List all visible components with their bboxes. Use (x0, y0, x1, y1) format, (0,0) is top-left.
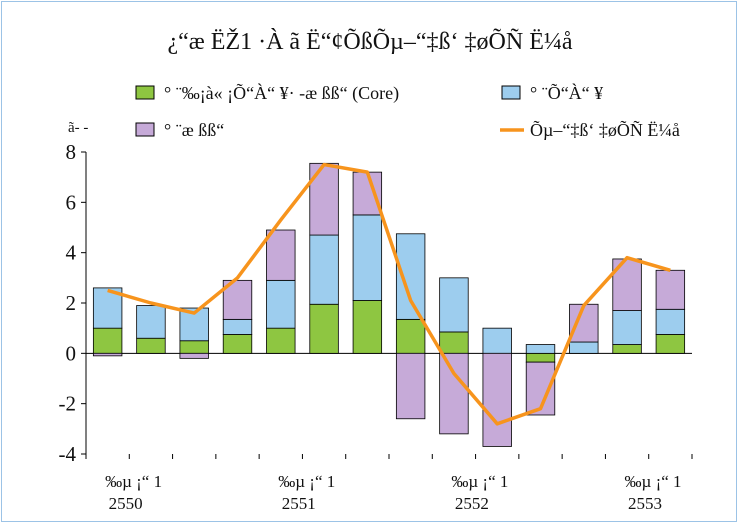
chart-title: ¿“æ ËŽ1 ·À ã Ë“¢ÕßÕµ–“‡ß‘ ‡øÕÑ Ë¼å (167, 28, 572, 55)
bar-segment (222, 318, 253, 335)
legend-label: ° ¨Õ“À“ ¥ (530, 82, 603, 103)
y-tick-label: -2 (59, 392, 77, 416)
bar-segment (136, 337, 166, 354)
legend-swatch (501, 85, 521, 100)
bar-segment (266, 327, 296, 354)
x-quarter-label: ‰µ ¡“ 1 (625, 472, 682, 491)
x-year-label: 2551 (282, 494, 316, 513)
bar-segment (309, 303, 339, 354)
bar-segment (179, 340, 209, 354)
y-tick-label: -4 (59, 442, 77, 466)
legend-label: Õµ–“‡ß‘ ‡øÕÑ Ë¼å (530, 119, 680, 140)
bar-segment (655, 334, 686, 354)
x-year-label: 2552 (455, 494, 489, 513)
bar-segment (482, 352, 512, 447)
plot-area: 8 6 4 2 0 -2 -4 ‰µ ¡“ 1 2550 ‰µ ¡“ 1 2551 ‰µ ¡“ 1 25… (59, 140, 693, 513)
bar-segment (655, 308, 686, 335)
bar-segment (266, 279, 296, 329)
legend: ° ¨‰¡à« ¡Õ“À“ ¥· -æ ßß“ (Core) ° ¨Õ“À“ ¥ °… (135, 82, 680, 140)
bar-segment (136, 305, 166, 339)
bar-segment (266, 229, 296, 281)
bar-segment (655, 269, 686, 310)
bar-segment (309, 234, 339, 305)
bar-segment (439, 331, 469, 354)
y-tick-label: 0 (66, 341, 77, 365)
bar-segment (482, 327, 512, 354)
bar-segment (309, 162, 339, 236)
x-quarter-label: ‰µ ¡“ 1 (278, 472, 335, 491)
y-tick-label: 6 (66, 190, 77, 214)
y-tick-label: 8 (66, 140, 77, 164)
bar-segment (395, 233, 426, 320)
bar-segment (352, 300, 383, 354)
legend-swatch (135, 85, 155, 100)
bar-segment (525, 344, 556, 354)
x-quarter-label: ‰µ ¡“ 1 (105, 472, 162, 491)
bar-segment (92, 327, 123, 354)
bar-segment (92, 352, 123, 357)
y-axis-unit-label: ã- - (68, 120, 88, 136)
bar-segment (525, 352, 556, 363)
legend-label: ° ¨æ ßß“ (164, 120, 224, 140)
bar-segment (395, 352, 426, 420)
bar-segment (179, 352, 209, 359)
bar-segment (395, 318, 426, 354)
bar-segment (569, 303, 599, 343)
x-year-label: 2550 (109, 494, 143, 513)
bar-segment (569, 341, 599, 354)
bar-segment (439, 352, 469, 435)
series-line (107, 162, 671, 426)
bar-segment (439, 277, 469, 333)
bar-segment (352, 214, 383, 301)
bar-segment (612, 310, 642, 345)
y-tick-label: 2 (66, 291, 77, 315)
bar-segment (612, 344, 642, 354)
legend-label: ° ¨‰¡à« ¡Õ“À“ ¥· -æ ßß“ (Core) (164, 82, 399, 104)
x-year-label: 2553 (628, 494, 662, 513)
y-tick-label: 4 (66, 241, 77, 265)
legend-swatch (135, 122, 155, 137)
bar-segment (352, 171, 383, 216)
bar-segment (222, 334, 253, 354)
x-quarter-label: ‰µ ¡“ 1 (451, 472, 508, 491)
